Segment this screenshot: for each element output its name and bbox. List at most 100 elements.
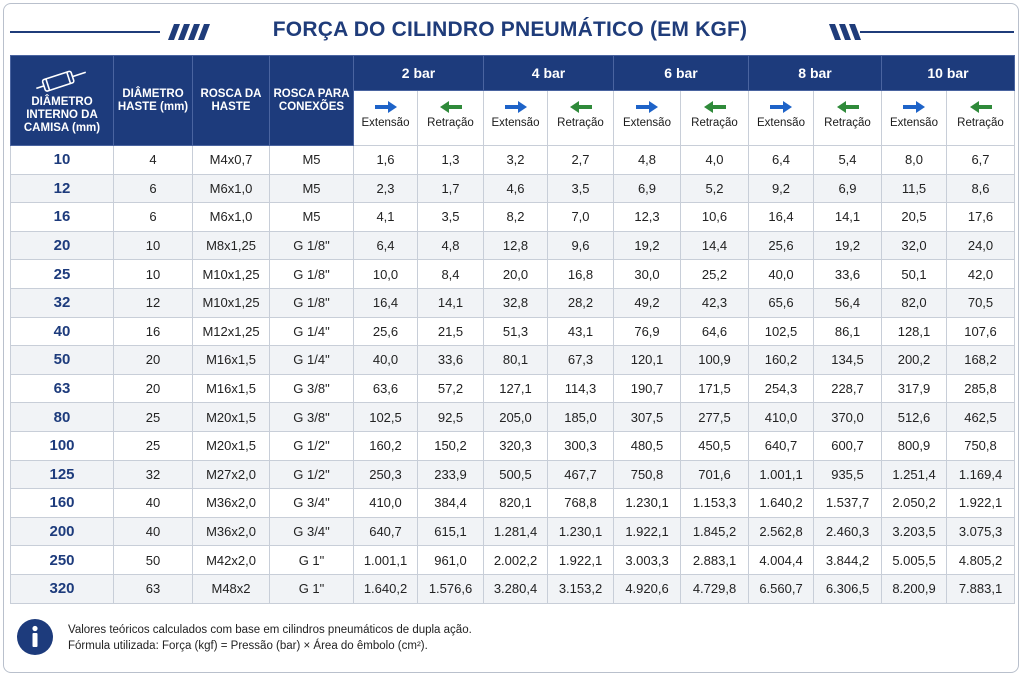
force-retraction-cell: 8,6	[946, 173, 1015, 204]
force-retraction-cell: 1.922,1	[547, 545, 614, 575]
force-retraction-cell: 42,0	[946, 259, 1015, 289]
force-extension-cell: 2.002,2	[483, 545, 548, 575]
bore-cell: 100	[10, 430, 114, 461]
force-retraction-cell: 43,1	[547, 316, 614, 347]
force-extension-cell: 160,2	[353, 430, 418, 461]
header-extension: Extensão	[613, 90, 681, 146]
header-rod: DIÂMETRO HASTE (mm)	[113, 55, 193, 146]
thread-rod-cell: M16x1,5	[192, 373, 270, 404]
rod-cell: 10	[113, 230, 193, 261]
force-retraction-cell: 233,9	[417, 459, 484, 490]
title-rule-left	[10, 31, 160, 33]
force-extension-cell: 63,6	[353, 373, 418, 404]
header-thread-conn: ROSCA PARA CONEXÕES	[269, 55, 354, 146]
force-extension-cell: 9,2	[748, 173, 814, 204]
thread-rod-cell: M16x1,5	[192, 345, 270, 375]
table-row: 200 40 M36x2,0 G 3/4" 640,7 615,1 1.281,4 1.230…	[10, 516, 1015, 547]
force-retraction-cell: 467,7	[547, 459, 614, 490]
table-row: 125 32 M27x2,0 G 1/2" 250,3 233,9 500,5 467,7 75…	[10, 459, 1015, 490]
force-extension-cell: 820,1	[483, 488, 548, 518]
header-bore: DIÂMETRO INTERNO DA CAMISA (mm)	[10, 55, 114, 146]
force-retraction-cell: 1.922,1	[946, 488, 1015, 518]
thread-conn-cell: M5	[269, 145, 354, 175]
force-extension-cell: 8.200,9	[881, 573, 947, 604]
force-extension-cell: 480,5	[613, 430, 681, 461]
force-retraction-cell: 67,3	[547, 345, 614, 375]
force-retraction-cell: 6.306,5	[813, 573, 882, 604]
force-retraction-cell: 370,0	[813, 402, 882, 432]
bore-cell: 250	[10, 545, 114, 575]
force-retraction-cell: 1.230,1	[547, 516, 614, 547]
force-retraction-cell: 28,2	[547, 287, 614, 318]
header-extension-label: Extensão	[757, 117, 805, 129]
force-retraction-cell: 6,7	[946, 145, 1015, 175]
table-row: 25 10 M10x1,25 G 1/8" 10,0 8,4 20,0 16,8 30,0 25,…	[10, 259, 1015, 289]
force-extension-cell: 12,3	[613, 202, 681, 232]
title-rule-right	[860, 31, 1014, 33]
header-extension-label: Extensão	[491, 117, 540, 129]
force-extension-cell: 20,0	[483, 259, 548, 289]
force-extension-cell: 127,1	[483, 373, 548, 404]
force-extension-cell: 6.560,7	[748, 573, 814, 604]
title-bar: FORÇA DO CILINDRO PNEUMÁTICO (EM KGF)	[10, 16, 1014, 48]
arrow-left-icon	[703, 101, 726, 113]
force-retraction-cell: 33,6	[417, 345, 484, 375]
thread-conn-cell: M5	[269, 173, 354, 204]
force-extension-cell: 160,2	[748, 345, 814, 375]
force-retraction-cell: 17,6	[946, 202, 1015, 232]
thread-conn-cell: G 1"	[269, 573, 354, 604]
header-retraction: Retração	[417, 90, 484, 146]
force-extension-cell: 65,6	[748, 287, 814, 318]
arrow-right-icon	[770, 101, 792, 113]
force-retraction-cell: 3.075,3	[946, 516, 1015, 547]
force-retraction-cell: 33,6	[813, 259, 882, 289]
force-extension-cell: 40,0	[748, 259, 814, 289]
table-row: 40 16 M12x1,25 G 1/4" 25,6 21,5 51,3 43,1 76,9 64…	[10, 316, 1015, 347]
header-pressure-4: 4 bar	[483, 55, 614, 91]
header-retraction: Retração	[547, 90, 614, 146]
header-pressure-10: 10 bar	[881, 55, 1015, 91]
force-extension-cell: 30,0	[613, 259, 681, 289]
bore-cell: 12	[10, 173, 114, 204]
thread-rod-cell: M27x2,0	[192, 459, 270, 490]
force-retraction-cell: 6,9	[813, 173, 882, 204]
force-extension-cell: 512,6	[881, 402, 947, 432]
table-row: 100 25 M20x1,5 G 1/2" 160,2 150,2 320,3 300,3 48…	[10, 430, 1015, 461]
force-retraction-cell: 750,8	[946, 430, 1015, 461]
bore-cell: 50	[10, 345, 114, 375]
force-extension-cell: 40,0	[353, 345, 418, 375]
rod-cell: 4	[113, 145, 193, 175]
force-retraction-cell: 4,8	[417, 230, 484, 261]
arrow-left-icon	[569, 101, 592, 113]
force-extension-cell: 10,0	[353, 259, 418, 289]
force-extension-cell: 6,4	[353, 230, 418, 261]
thread-conn-cell: G 1/8"	[269, 230, 354, 261]
force-extension-cell: 640,7	[353, 516, 418, 547]
force-extension-cell: 16,4	[748, 202, 814, 232]
table-row: 16 6 M6x1,0 M5 4,1 3,5 8,2 7,0 12,3 10,6 16,4 14,1 2…	[10, 202, 1015, 232]
arrow-right-icon	[374, 101, 397, 113]
rod-cell: 12	[113, 287, 193, 318]
pneumatic-cylinder-icon	[36, 70, 87, 92]
force-retraction-cell: 1.169,4	[946, 459, 1015, 490]
thread-conn-cell: G 1"	[269, 545, 354, 575]
force-retraction-cell: 24,0	[946, 230, 1015, 261]
force-retraction-cell: 5,2	[680, 173, 749, 204]
force-extension-cell: 250,3	[353, 459, 418, 490]
force-extension-cell: 1.922,1	[613, 516, 681, 547]
force-extension-cell: 205,0	[483, 402, 548, 432]
thread-conn-cell: G 3/4"	[269, 488, 354, 518]
force-extension-cell: 254,3	[748, 373, 814, 404]
bore-cell: 200	[10, 516, 114, 547]
rod-cell: 63	[113, 573, 193, 604]
footer-note: Valores teóricos calculados com base em …	[10, 604, 1014, 664]
thread-conn-cell: G 1/2"	[269, 430, 354, 461]
force-retraction-cell: 4,0	[680, 145, 749, 175]
force-retraction-cell: 768,8	[547, 488, 614, 518]
force-retraction-cell: 10,6	[680, 202, 749, 232]
force-extension-cell: 4,6	[483, 173, 548, 204]
thread-rod-cell: M10x1,25	[192, 287, 270, 318]
force-extension-cell: 200,2	[881, 345, 947, 375]
force-extension-cell: 6,9	[613, 173, 681, 204]
arrow-right-icon	[636, 101, 658, 113]
